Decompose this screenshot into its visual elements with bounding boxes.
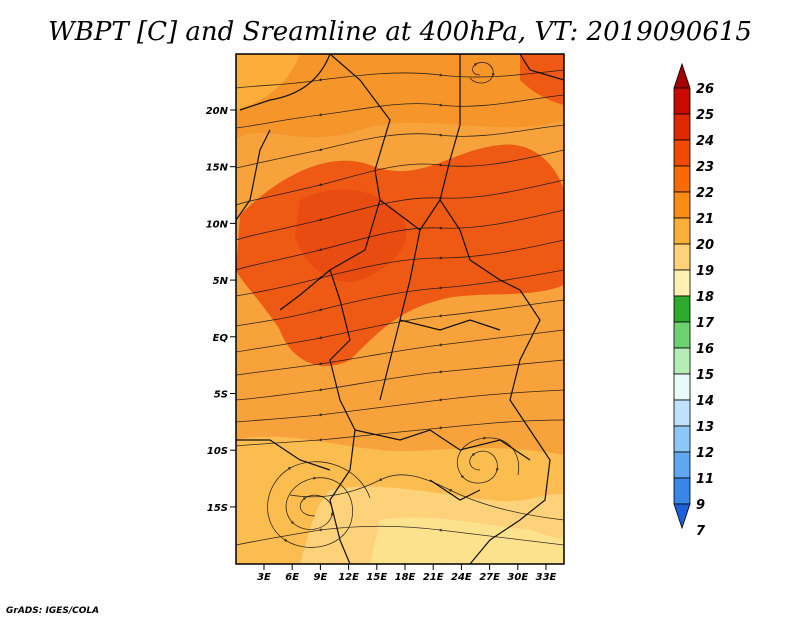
credit-label: GrADS: IGES/COLA [6,606,99,616]
map-panel [236,54,564,564]
colorbar-label: 25 [696,108,714,123]
colorbar-label: 16 [696,342,714,357]
lat-tick-label: 5N [213,276,229,287]
colorbar-label: 15 [696,368,714,383]
lat-tick-label: 20N [206,106,229,117]
lat-tick-label: 10S [207,446,228,457]
colorbar-segment [673,243,691,271]
longitude-axis: 3E 6E 9E 12E 15E 18E 21E 24E 27E 30E 33E [257,564,557,583]
lat-tick-label: EQ [213,333,229,344]
lon-tick-label: 6E [285,572,299,583]
colorbar-label: 23 [696,160,714,175]
colorbar-segment [673,373,691,401]
lon-tick-label: 33E [536,572,557,583]
colorbar-label: 7 [696,524,706,539]
lon-tick-label: 30E [507,572,528,583]
colorbar-label: 18 [696,290,714,305]
colorbar-segment [673,113,691,141]
colorbar-segment [673,139,691,167]
lon-tick-label: 9E [314,572,328,583]
colorbar-label: 9 [696,498,705,513]
colorbar-segment [673,269,691,297]
colorbar: 26 25 24 23 22 21 20 19 18 17 16 15 14 13 12 11 9 7 [673,62,715,539]
colorbar-label: 11 [696,472,714,487]
lon-tick-label: 12E [338,572,359,583]
colorbar-segment [673,191,691,219]
colorbar-label: 24 [696,134,714,149]
lon-tick-label: 21E [423,572,444,583]
lat-tick-label: 15N [206,163,229,174]
lon-tick-label: 27E [479,572,500,583]
colorbar-segment [673,451,691,479]
lat-tick-label: 10N [206,219,229,230]
lon-tick-label: 18E [395,572,416,583]
colorbar-label: 19 [696,264,714,279]
colorbar-label: 17 [696,316,715,331]
colorbar-top-arrow [673,62,691,89]
colorbar-segment [673,399,691,427]
colorbar-segment [673,425,691,453]
lon-tick-label: 3E [257,572,271,583]
latitude-axis: 20N 15N 10N 5N EQ 5S 10S 15S [206,106,236,514]
wbpt-field-nw-patch [236,54,300,110]
colorbar-label: 22 [696,186,714,201]
colorbar-segment [673,477,691,505]
colorbar-segment [673,295,691,323]
colorbar-label: 12 [696,446,714,461]
colorbar-label: 21 [696,212,714,227]
lat-tick-label: 5S [214,390,228,401]
colorbar-segment [673,217,691,245]
colorbar-label: 20 [696,238,714,253]
colorbar-segment [673,165,691,193]
lon-tick-label: 15E [366,572,387,583]
streamlines [236,61,564,548]
colorbar-label: 13 [696,420,714,435]
map-title: WBPT [C] and Sreamline at 400hPa, VT: 20… [48,17,752,47]
colorbar-segment [673,87,691,115]
colorbar-label: 26 [696,82,714,97]
colorbar-label: 14 [696,394,714,409]
colorbar-bottom-arrow [673,503,691,530]
colorbar-segment [673,321,691,349]
wbpt-field-ne-hot [520,54,564,105]
lon-tick-label: 24E [451,572,472,583]
lat-tick-label: 15S [207,503,228,514]
colorbar-segment [673,347,691,375]
map-frame [235,53,565,565]
